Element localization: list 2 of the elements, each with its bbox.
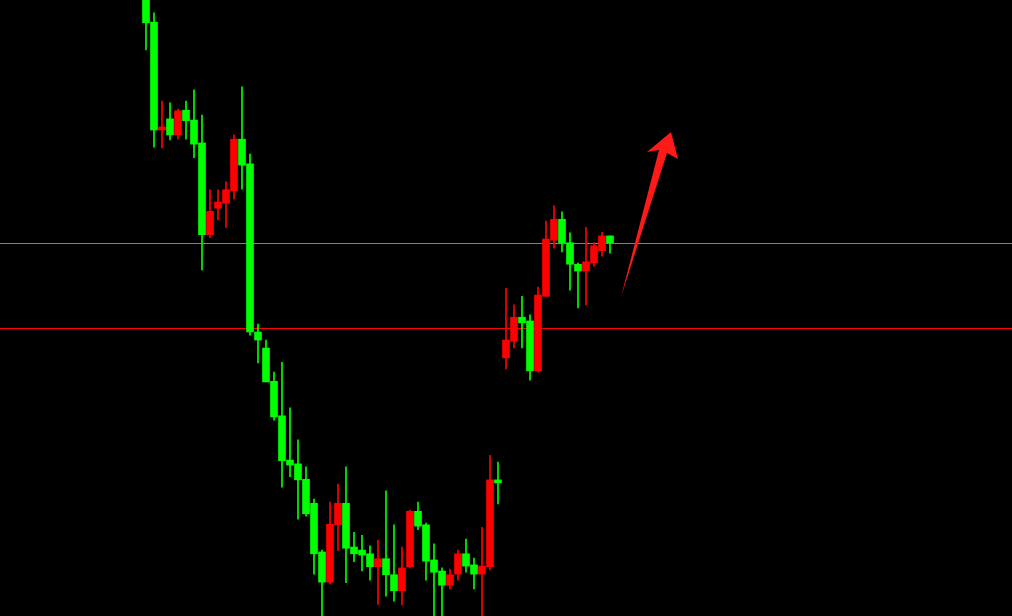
candlestick (374, 539, 382, 605)
candlestick (254, 323, 262, 364)
